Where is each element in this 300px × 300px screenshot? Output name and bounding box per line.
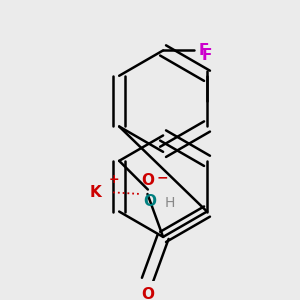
Text: K: K [90,185,102,200]
Text: O: O [141,173,154,188]
Text: −: − [156,171,168,185]
Text: F: F [198,43,209,58]
Text: +: + [108,173,119,186]
Text: O: O [143,194,156,209]
Text: O: O [141,287,154,300]
Text: F: F [202,47,212,62]
Text: H: H [164,196,175,210]
